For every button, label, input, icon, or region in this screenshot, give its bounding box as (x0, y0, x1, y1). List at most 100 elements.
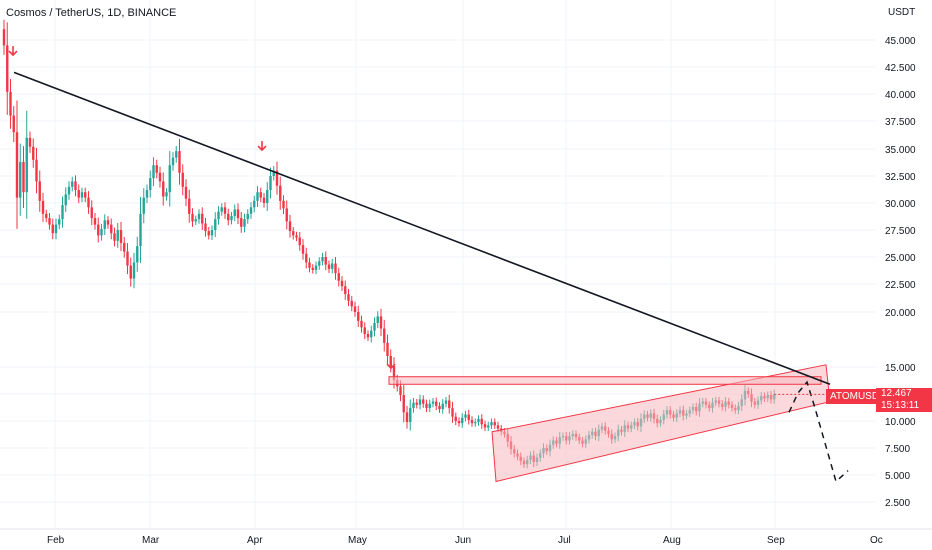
candle (129, 257, 132, 287)
candle (41, 192, 45, 222)
candle (386, 334, 389, 365)
candle (87, 191, 90, 214)
candle (132, 252, 136, 289)
candle (334, 256, 337, 280)
candle (191, 208, 194, 227)
touch-arrow (257, 141, 267, 152)
y-tick-label: 25.000 (885, 253, 916, 264)
candle (269, 167, 272, 199)
candle (337, 267, 340, 287)
candle (415, 399, 418, 409)
candle (171, 152, 175, 171)
y-tick-label: 5.000 (885, 471, 910, 482)
candle (483, 420, 487, 432)
candle (457, 417, 461, 427)
touch-arrow (8, 46, 18, 57)
candle (470, 416, 474, 427)
candle (210, 225, 214, 240)
candle (464, 410, 467, 422)
candle (451, 401, 454, 423)
candle (444, 396, 448, 408)
y-tick-label: 7.500 (885, 444, 910, 455)
candle (288, 214, 292, 238)
candle (84, 187, 87, 203)
candle (246, 209, 249, 224)
candle (331, 258, 334, 274)
chart-title: Cosmos / TetherUS, 1D, BINANCE (6, 7, 177, 19)
candle (54, 218, 58, 240)
candle (363, 322, 366, 340)
candle (106, 216, 110, 229)
candle (477, 415, 480, 426)
candle (418, 394, 422, 410)
y-tick-label: 32.500 (885, 172, 916, 183)
candle (344, 280, 347, 300)
candle (32, 138, 35, 168)
y-tick-label: 45.000 (885, 36, 916, 47)
candle (350, 296, 353, 312)
candle (366, 330, 370, 341)
candle (184, 179, 188, 207)
candle (93, 213, 97, 230)
candle (454, 412, 457, 426)
candle (155, 159, 158, 179)
touch-arrow (386, 359, 396, 370)
x-tick-label: Sep (767, 535, 785, 546)
bar-countdown: 15:13:11 (881, 400, 920, 411)
y-tick-label: 37.500 (885, 117, 916, 128)
drawing-overlays (8, 46, 876, 483)
y-tick-label: 30.000 (885, 199, 916, 210)
candle (123, 236, 126, 258)
candle (314, 261, 318, 275)
candle (197, 209, 201, 224)
candle (285, 200, 288, 230)
candle (402, 385, 405, 423)
candle (370, 325, 373, 343)
candle (301, 239, 305, 260)
candle (64, 187, 67, 213)
y-tick-label: 40.000 (885, 90, 916, 101)
candle (61, 196, 64, 228)
candle (194, 215, 197, 225)
candle (249, 202, 253, 219)
candle (25, 110, 28, 219)
candle (480, 414, 483, 429)
projected-path (788, 380, 849, 483)
candle (119, 222, 123, 251)
candle (227, 208, 230, 226)
candle (438, 402, 441, 413)
candle (487, 421, 490, 432)
candle (80, 187, 84, 203)
candle (145, 184, 149, 204)
chart-grid (0, 0, 879, 529)
candle (298, 231, 301, 251)
candle (230, 211, 233, 225)
candle (22, 146, 25, 208)
candle (259, 187, 262, 203)
y-tick-label: 22.500 (885, 280, 916, 291)
candle (493, 418, 496, 429)
y-tick-label: 10.000 (885, 417, 916, 428)
candle (38, 170, 41, 212)
candle (165, 188, 168, 201)
candle (425, 399, 428, 413)
candle (431, 397, 435, 408)
candle (15, 100, 19, 229)
y-tick-label: 2.500 (885, 498, 910, 509)
candle (152, 157, 155, 187)
candle (409, 399, 412, 431)
candle (318, 257, 321, 270)
candle (266, 182, 269, 211)
candle (373, 317, 376, 337)
candle (48, 213, 51, 230)
candle (2, 19, 6, 55)
candle (422, 395, 425, 408)
candle (292, 226, 295, 240)
candle (158, 166, 162, 188)
candle (308, 257, 311, 273)
resistance-zone (388, 376, 822, 385)
candle (181, 164, 184, 196)
x-tick-label: Feb (47, 535, 65, 546)
candle (295, 231, 298, 242)
